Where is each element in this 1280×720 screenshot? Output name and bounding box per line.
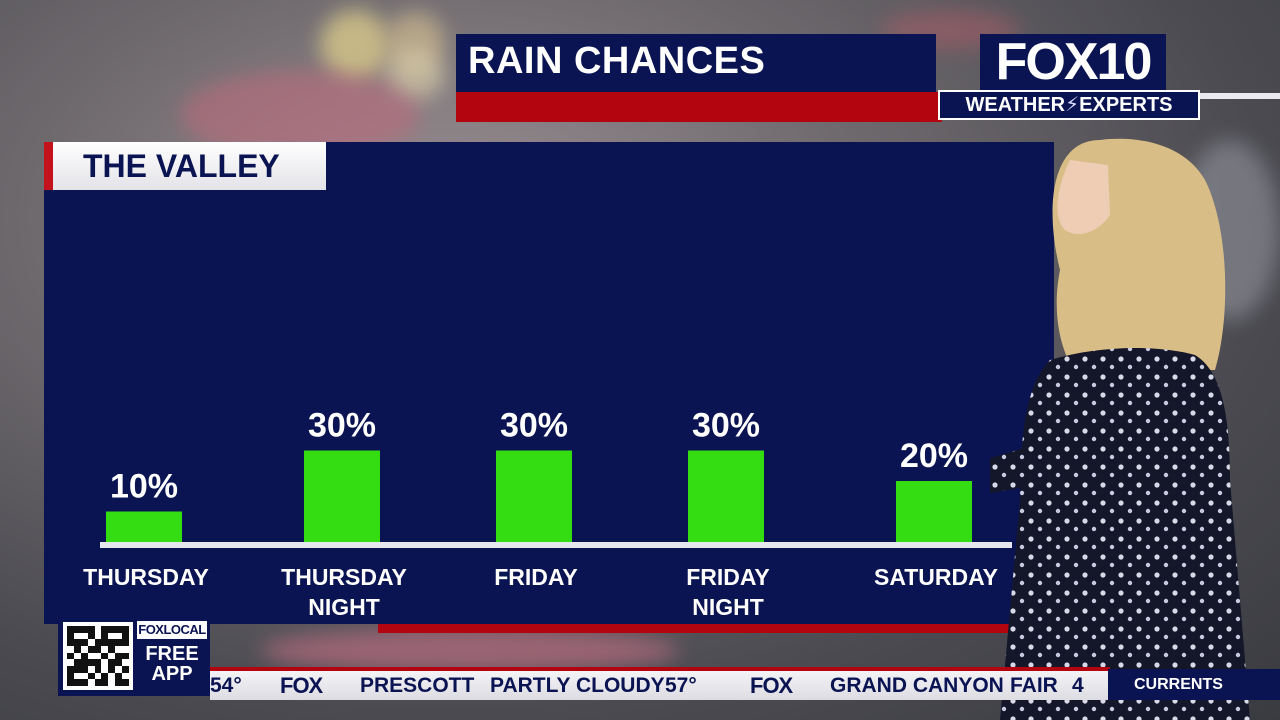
chart-bar: [304, 450, 380, 542]
ticker-item: FAIR: [1010, 674, 1058, 697]
ticker-fox-logo: FOX: [750, 673, 793, 698]
station-logo: FOX10 WEATHER⚡EXPERTS: [938, 34, 1200, 120]
data-label: 10%: [110, 468, 178, 506]
ticker-item: GRAND CANYON: [830, 674, 1004, 697]
page-title: RAIN CHANCES: [468, 40, 766, 82]
logo-sub-right: EXPERTS: [1079, 94, 1173, 116]
data-label: 30%: [500, 407, 568, 445]
weather-ticker: 54° FOX PRESCOTT PARTLY CLOUDY 57° FOX GRAND C…: [210, 671, 1108, 700]
category-label: SATURDAY: [874, 564, 998, 590]
data-label: 30%: [308, 407, 376, 445]
chart-bar: [106, 511, 182, 542]
chart-baseline: [100, 542, 1012, 548]
logo-main-text: FOX10: [980, 34, 1166, 90]
ticker-item: PRESCOTT: [360, 674, 475, 697]
background-bokeh: [320, 10, 390, 80]
free-app-line2: APP: [151, 663, 193, 685]
category-label: FRIDAY: [686, 564, 770, 590]
ticker-red-stripe: [210, 667, 1110, 671]
category-label: THURSDAY: [83, 564, 209, 590]
title-bar: [456, 34, 936, 92]
category-label: NIGHT: [692, 594, 764, 620]
currents-label: CURRENTS: [1108, 669, 1280, 700]
category-label: THURSDAY: [281, 564, 407, 590]
background-blur-pink: [260, 628, 680, 673]
ticker-item: PARTLY CLOUDY: [490, 674, 665, 697]
lightning-bolt-icon: ⚡: [1065, 94, 1080, 116]
chart-bar: [896, 481, 972, 542]
qr-code-icon[interactable]: [63, 622, 133, 690]
free-app-line1: FREE: [145, 643, 199, 665]
ticker-item: 57°: [665, 674, 697, 697]
category-label: FRIDAY: [494, 564, 578, 590]
ticker-item: 4: [1072, 674, 1084, 697]
free-app-label: FREE APP: [137, 644, 207, 684]
logo-sub-text: WEATHER⚡EXPERTS: [938, 90, 1200, 120]
presenter-figure: [990, 138, 1250, 720]
category-label: NIGHT: [308, 594, 380, 620]
data-label: 20%: [900, 437, 968, 475]
header-accent-line: [1200, 93, 1280, 99]
logo-sub-left: WEATHER: [965, 94, 1066, 116]
ticker-fox-logo: FOX: [280, 673, 323, 698]
title-red-stripe: [456, 92, 942, 122]
chart-bar: [688, 450, 764, 542]
region-tag-accent: [44, 142, 53, 190]
chart-bar: [496, 450, 572, 542]
region-tag: THE VALLEY: [53, 142, 326, 190]
ticker-item: 54°: [210, 674, 242, 697]
rain-chance-chart: 10% THURSDAY 30% THURSDAY NIGHT 30% FRIDAY 30% F…: [83, 407, 1012, 620]
data-label: 30%: [692, 407, 760, 445]
panel-bottom-stripe: [378, 624, 1054, 633]
foxlocal-badge: FOXLOCAL: [137, 621, 207, 639]
